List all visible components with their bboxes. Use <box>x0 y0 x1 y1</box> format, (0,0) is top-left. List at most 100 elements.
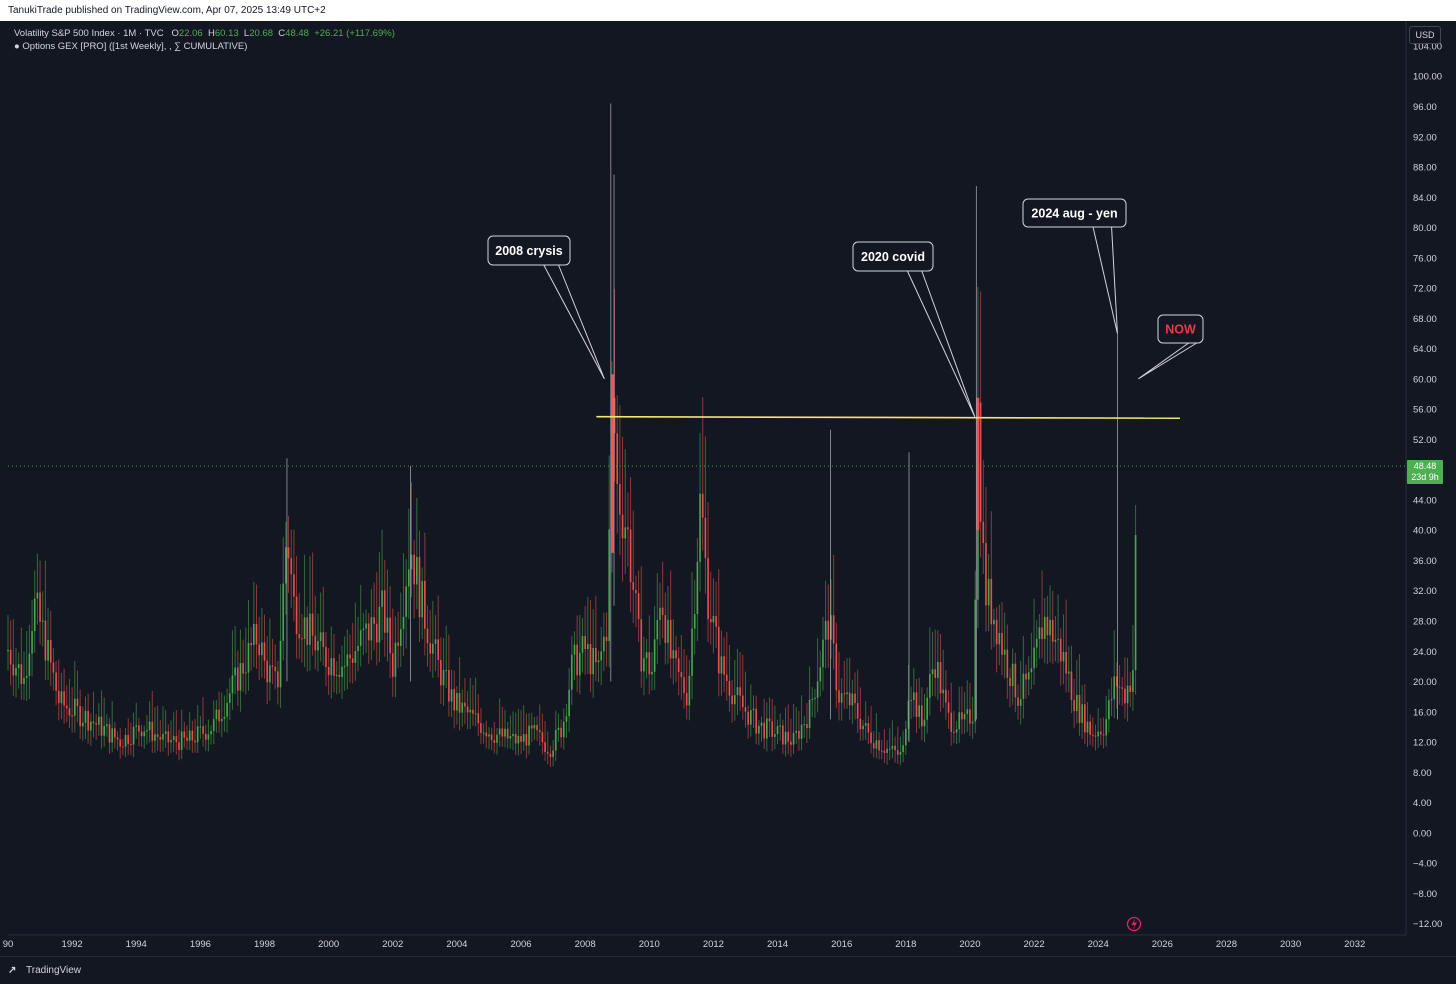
candle-body <box>311 613 314 636</box>
change-value: +26.21 (+117.69%) <box>314 28 395 39</box>
candle-body <box>442 670 445 686</box>
time-tick-label: 2018 <box>895 939 916 950</box>
candle-body <box>330 658 333 676</box>
candle-body <box>132 726 135 745</box>
candle-body <box>215 709 218 720</box>
price-tick-label: 12.00 <box>1413 738 1437 749</box>
candle-body <box>319 632 322 642</box>
candle-body <box>218 709 220 722</box>
candle-body <box>464 702 466 707</box>
candle-body <box>1118 686 1121 688</box>
candle-body <box>667 619 669 643</box>
candle-body <box>290 558 293 575</box>
candle-body <box>672 650 675 659</box>
candle-body <box>1011 663 1014 687</box>
high-label: H <box>207 28 215 39</box>
candle-body <box>803 724 806 726</box>
candle-body <box>1078 694 1081 723</box>
candle-body <box>1003 649 1006 655</box>
candle-body <box>859 718 862 730</box>
candle-body <box>739 687 741 696</box>
candle-body <box>963 714 966 720</box>
candle-body <box>728 681 731 696</box>
candle-body <box>693 613 696 629</box>
candle-body <box>114 728 116 738</box>
candle-body <box>520 735 522 742</box>
candle-body <box>194 740 196 743</box>
candle-body <box>127 734 130 744</box>
candle-body <box>538 730 541 733</box>
candle-body <box>653 639 656 672</box>
indicator-icon: ● <box>14 41 20 52</box>
price-tick-label: 100.00 <box>1413 72 1442 83</box>
callout-2[interactable]: 2020 covid <box>852 241 976 417</box>
candle-body <box>234 667 236 676</box>
candle-body <box>715 615 717 627</box>
candle-body <box>119 739 122 747</box>
price-axis[interactable]: 104.00 100.00 96.00 92.00 88.00 84.00 80.00 76.… <box>1405 21 1442 935</box>
time-tick-label: 2002 <box>382 939 403 950</box>
time-tick-label: 2022 <box>1023 939 1044 950</box>
candle-body <box>474 713 477 715</box>
indicator-line[interactable]: ● Options GEX [PRO] ([1st Weekly], , ∑ C… <box>14 40 395 53</box>
time-tick-label: 1994 <box>126 939 147 950</box>
candle-body <box>536 724 538 731</box>
currency-button[interactable]: USD <box>1409 26 1441 44</box>
price-tag-value: 48.48 <box>1414 461 1437 471</box>
publisher-text: TanukiTrade published on TradingView.com… <box>8 5 326 16</box>
candle-body <box>65 705 68 709</box>
candle-body <box>616 433 619 484</box>
candle-body <box>231 675 234 694</box>
candle-body <box>808 699 811 729</box>
candle-body <box>811 698 814 700</box>
publisher-bar: TanukiTrade published on TradingView.com… <box>0 0 1456 21</box>
resistance-line[interactable] <box>596 415 1180 420</box>
candle-body <box>774 734 776 737</box>
candle-body <box>180 731 183 751</box>
callout-3[interactable]: 2024 aug - yen <box>1022 198 1127 334</box>
price-tick-label: 80.00 <box>1413 223 1437 234</box>
callout-4[interactable]: NOW <box>1137 314 1204 380</box>
candle-body <box>375 623 378 643</box>
candle-body <box>263 642 266 661</box>
candle-body <box>1022 673 1025 699</box>
callout-box <box>1022 198 1127 228</box>
candle-body <box>755 708 757 734</box>
candle-body <box>498 728 501 735</box>
candle-body <box>985 543 987 606</box>
candle-body <box>1033 647 1035 669</box>
callout-1[interactable]: 2008 crysis <box>487 235 605 380</box>
candle-body <box>921 705 923 727</box>
candle-body <box>1097 731 1100 737</box>
candle-body <box>744 707 747 712</box>
candle-body <box>220 718 223 722</box>
candle-body <box>151 721 154 741</box>
candle-body <box>170 740 172 743</box>
candle-body <box>236 667 239 691</box>
candle-body <box>624 527 627 539</box>
candle-body <box>608 529 611 642</box>
candle-body <box>627 527 629 530</box>
time-axis[interactable]: 90 1992 1994 1996 1998 2000 2002 2004 2006 2008 20… <box>3 934 1406 950</box>
candle-body <box>848 692 851 706</box>
candle-body <box>450 689 453 702</box>
candle-body <box>223 716 226 719</box>
candle-body <box>354 651 357 663</box>
candle-body <box>720 656 723 674</box>
candle-body <box>1108 700 1110 720</box>
callouts[interactable]: 2008 crysis 2020 covid 2024 aug - yen NOW <box>487 198 1204 417</box>
candle-body <box>303 617 306 640</box>
candle-body <box>1132 670 1134 693</box>
candle-body <box>816 681 819 698</box>
low-label: L <box>243 28 250 39</box>
candle-body <box>939 661 942 694</box>
time-tick-label: 1998 <box>254 939 275 950</box>
candle-body <box>477 713 480 724</box>
candle-body <box>982 521 985 544</box>
alert-icon[interactable] <box>1126 916 1142 932</box>
candle-body <box>167 731 170 743</box>
candle-body <box>71 715 73 717</box>
candle-body <box>434 639 437 644</box>
